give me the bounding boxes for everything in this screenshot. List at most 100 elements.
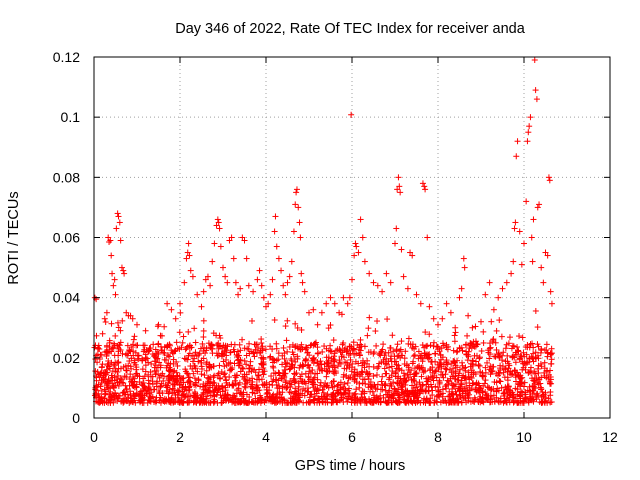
data-point (201, 386, 208, 393)
data-point (92, 384, 99, 391)
data-point (105, 357, 112, 364)
data-point (419, 342, 426, 349)
data-point (530, 398, 537, 405)
data-point (393, 346, 400, 353)
data-point (417, 300, 424, 307)
data-point (170, 399, 177, 406)
data-point (312, 341, 319, 348)
data-point (218, 394, 225, 401)
data-point (336, 397, 343, 404)
data-point (487, 371, 494, 378)
data-point (395, 352, 402, 359)
data-point (503, 341, 510, 348)
data-point (132, 349, 139, 356)
data-point (273, 243, 280, 250)
data-point (499, 285, 506, 292)
data-point (207, 388, 214, 395)
data-point (284, 348, 291, 355)
data-point (284, 317, 291, 324)
data-point (386, 387, 393, 394)
data-point (426, 331, 433, 338)
data-point (306, 352, 313, 359)
data-point (306, 399, 313, 406)
data-point (165, 367, 172, 374)
data-point (178, 375, 185, 382)
data-point (331, 350, 338, 357)
data-point (105, 399, 112, 406)
data-point (92, 356, 99, 363)
data-point (522, 366, 529, 373)
data-point (475, 380, 482, 387)
data-point (548, 350, 555, 357)
data-point (243, 391, 250, 398)
data-point (501, 366, 508, 373)
data-point (184, 249, 191, 256)
data-point (165, 375, 172, 382)
data-point (450, 382, 457, 389)
data-point (548, 300, 555, 307)
data-point (390, 348, 397, 355)
data-point (98, 387, 105, 394)
data-point (165, 360, 172, 367)
data-point (304, 388, 311, 395)
data-point (394, 186, 401, 193)
data-point (185, 240, 192, 247)
data-point (405, 335, 412, 342)
data-point (252, 395, 259, 402)
data-point (423, 343, 430, 350)
data-point (525, 129, 532, 136)
data-point (426, 354, 433, 361)
data-point (546, 380, 553, 387)
data-point (119, 350, 126, 357)
data-point (151, 386, 158, 393)
data-point (541, 359, 548, 366)
data-point (379, 373, 386, 380)
data-point (435, 384, 442, 391)
data-point (383, 399, 390, 406)
data-point (506, 399, 513, 406)
data-point (255, 372, 262, 379)
data-point (157, 383, 164, 390)
data-point (382, 370, 389, 377)
data-point (153, 394, 160, 401)
data-point (350, 371, 357, 378)
data-point (528, 369, 535, 376)
data-point (438, 363, 445, 370)
data-point (533, 96, 540, 103)
data-point (312, 370, 319, 377)
data-point (455, 398, 462, 405)
data-point (302, 370, 309, 377)
data-point (490, 306, 497, 313)
data-point (121, 270, 128, 277)
data-point (130, 352, 137, 359)
data-point (349, 360, 356, 367)
data-point (126, 382, 133, 389)
data-point (120, 380, 127, 387)
data-point (541, 365, 548, 372)
data-point (189, 365, 196, 372)
data-point (500, 369, 507, 376)
data-point (519, 334, 526, 341)
data-point (405, 364, 412, 371)
data-point (251, 341, 258, 348)
data-point (434, 343, 441, 350)
data-point (291, 399, 298, 406)
data-point (223, 376, 230, 383)
data-point (398, 246, 405, 253)
data-point (145, 359, 152, 366)
data-point (310, 359, 317, 366)
data-point (131, 375, 138, 382)
data-point (515, 347, 522, 354)
data-point (215, 370, 222, 377)
data-point (300, 399, 307, 406)
data-point (307, 391, 314, 398)
data-point (398, 338, 405, 345)
data-point (398, 367, 405, 374)
data-point (527, 393, 534, 400)
data-point (304, 385, 311, 392)
data-point (152, 354, 159, 361)
data-point (359, 362, 366, 369)
data-point (309, 378, 316, 385)
data-point (469, 361, 476, 368)
